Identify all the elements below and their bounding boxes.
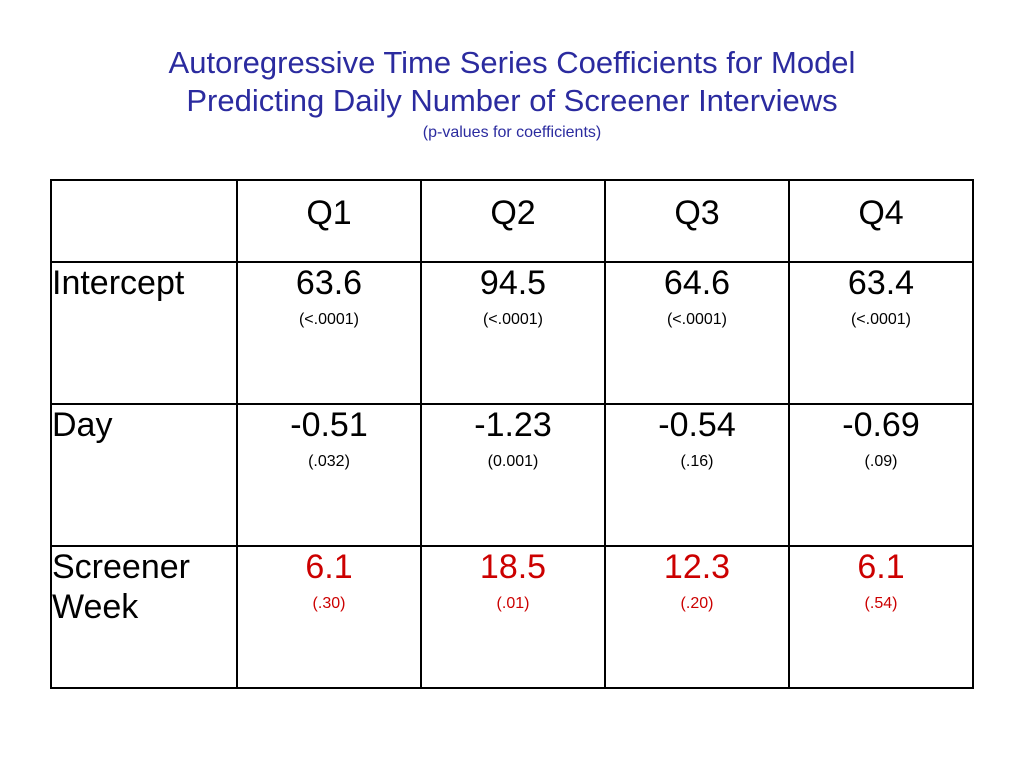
cell-intercept-q3: 64.6 (<.0001) (604, 261, 790, 405)
coefficient-value: -1.23 (474, 406, 552, 444)
cell-screener-week-q1: 6.1 (.30) (236, 545, 422, 689)
column-header-q2: Q2 (420, 179, 606, 263)
title-line-1: Autoregressive Time Series Coefficients … (168, 45, 856, 80)
column-header-q1: Q1 (236, 179, 422, 263)
coefficient-value: 94.5 (479, 264, 547, 302)
p-value: (<.0001) (482, 311, 544, 328)
row-label-intercept: Intercept (50, 261, 238, 405)
p-value: (.01) (496, 595, 530, 612)
coefficient-value: 64.6 (663, 264, 731, 302)
p-value: (<.0001) (298, 311, 360, 328)
coefficient-value: 6.1 (305, 548, 353, 586)
p-value: (.16) (680, 453, 714, 470)
p-value: (.032) (308, 453, 350, 470)
coefficients-table: Q1 Q2 Q3 Q4 Intercept 63.6 (<.0001) 94.5… (50, 179, 974, 689)
corner-cell (50, 179, 238, 263)
title-subtitle: (p-values for coefficients) (422, 124, 602, 141)
cell-day-q3: -0.54 (.16) (604, 403, 790, 547)
p-value: (.09) (864, 453, 898, 470)
cell-day-q2: -1.23 (0.001) (420, 403, 606, 547)
cell-intercept-q2: 94.5 (<.0001) (420, 261, 606, 405)
coefficient-value: 12.3 (663, 548, 731, 586)
table-row-screener-week: Screener Week 6.1 (.30) 18.5 (.01) 12.3 … (50, 545, 974, 689)
p-value: (.30) (312, 595, 346, 612)
p-value: (.54) (864, 595, 898, 612)
cell-day-q4: -0.69 (.09) (788, 403, 974, 547)
p-value: (<.0001) (666, 311, 728, 328)
column-header-q3: Q3 (604, 179, 790, 263)
coefficient-value: 63.4 (847, 264, 915, 302)
coefficient-value: -0.69 (842, 406, 920, 444)
cell-day-q1: -0.51 (.032) (236, 403, 422, 547)
coefficient-value: 6.1 (857, 548, 905, 586)
coefficient-value: -0.51 (290, 406, 368, 444)
column-header-q4: Q4 (788, 179, 974, 263)
cell-screener-week-q2: 18.5 (.01) (420, 545, 606, 689)
p-value: (0.001) (487, 453, 539, 470)
coefficient-value: -0.54 (658, 406, 736, 444)
table-row-intercept: Intercept 63.6 (<.0001) 94.5 (<.0001) 64… (50, 261, 974, 405)
p-value: (.20) (680, 595, 714, 612)
table-row-day: Day -0.51 (.032) -1.23 (0.001) -0.54 (.1… (50, 403, 974, 547)
coefficient-value: 63.6 (295, 264, 363, 302)
row-label-day: Day (50, 403, 238, 547)
coefficient-value: 18.5 (479, 548, 547, 586)
cell-screener-week-q4: 6.1 (.54) (788, 545, 974, 689)
p-value: (<.0001) (850, 311, 912, 328)
cell-intercept-q1: 63.6 (<.0001) (236, 261, 422, 405)
cell-intercept-q4: 63.4 (<.0001) (788, 261, 974, 405)
row-label-screener-week: Screener Week (50, 545, 238, 689)
cell-screener-week-q3: 12.3 (.20) (604, 545, 790, 689)
slide-title: Autoregressive Time Series Coefficients … (0, 44, 1024, 144)
header-row: Q1 Q2 Q3 Q4 (50, 179, 974, 263)
title-line-2: Predicting Daily Number of Screener Inte… (186, 83, 838, 118)
